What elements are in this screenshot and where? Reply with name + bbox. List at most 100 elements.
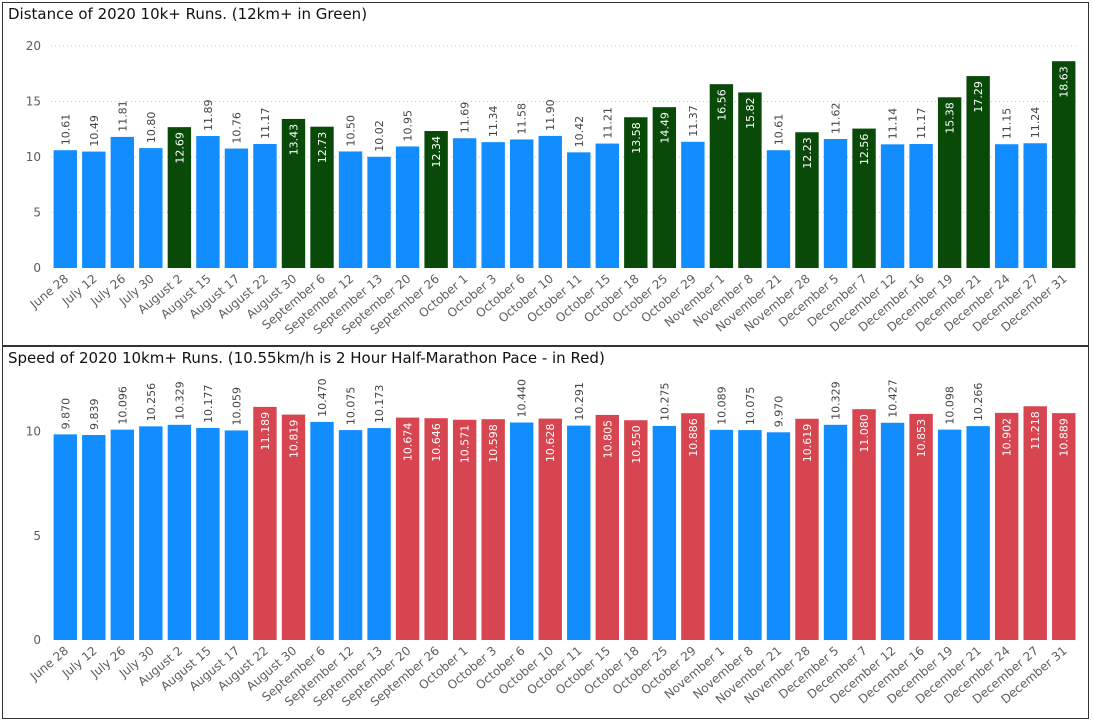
bar[interactable]	[652, 107, 677, 268]
speed-chart-panel: Speed of 2020 10km+ Runs. (10.55km/h is …	[2, 346, 1089, 719]
bar[interactable]	[595, 143, 619, 268]
bar[interactable]	[481, 419, 505, 640]
bar[interactable]	[823, 139, 848, 268]
bar[interactable]	[738, 430, 762, 640]
data-label: 11.90	[544, 99, 557, 131]
bar[interactable]	[624, 420, 648, 640]
bar[interactable]	[310, 126, 334, 269]
data-label: 18.63	[1058, 66, 1071, 98]
data-label: 10.819	[287, 420, 300, 459]
bar[interactable]	[852, 128, 876, 268]
bar[interactable]	[595, 414, 619, 640]
data-label: 11.69	[459, 102, 472, 134]
bar[interactable]	[510, 139, 534, 268]
bar[interactable]	[395, 417, 420, 640]
bar[interactable]	[994, 144, 1019, 268]
bar[interactable]	[510, 422, 534, 641]
bar[interactable]	[310, 421, 334, 640]
bar[interactable]	[766, 432, 791, 640]
bar[interactable]	[452, 138, 477, 268]
bar[interactable]	[139, 148, 163, 268]
y-tick-label: 15	[26, 95, 41, 109]
data-label: 9.870	[59, 398, 72, 430]
bar[interactable]	[966, 426, 990, 640]
bar[interactable]	[82, 435, 106, 640]
bar[interactable]	[823, 424, 848, 640]
bar[interactable]	[110, 429, 135, 640]
bar[interactable]	[224, 148, 249, 268]
bar[interactable]	[766, 150, 791, 268]
data-label: 11.189	[259, 412, 272, 451]
bar[interactable]	[424, 131, 448, 268]
y-tick-label: 10	[26, 150, 41, 164]
y-tick-label: 5	[33, 206, 41, 220]
data-label: 10.571	[459, 425, 472, 464]
bar[interactable]	[681, 141, 705, 268]
bar[interactable]	[338, 151, 363, 268]
bar[interactable]	[538, 418, 562, 640]
bar[interactable]	[253, 144, 277, 268]
bar[interactable]	[966, 76, 990, 269]
bar[interactable]	[424, 418, 448, 640]
data-label: 13.58	[630, 122, 643, 153]
data-label: 10.440	[516, 379, 529, 418]
bar[interactable]	[1052, 413, 1076, 640]
bar[interactable]	[110, 136, 135, 268]
data-label: 10.098	[944, 386, 957, 425]
bar[interactable]	[338, 430, 363, 640]
y-tick-label: 20	[26, 39, 41, 53]
data-label: 10.80	[145, 112, 158, 144]
data-label: 11.21	[601, 107, 614, 139]
bar[interactable]	[738, 92, 762, 268]
bar[interactable]	[253, 406, 277, 640]
bar[interactable]	[53, 150, 77, 268]
bar[interactable]	[53, 434, 77, 640]
bar[interactable]	[937, 97, 962, 268]
data-label: 12.56	[858, 134, 871, 166]
bar[interactable]	[1023, 406, 1047, 640]
data-label: 11.15	[1001, 108, 1014, 140]
bar[interactable]	[367, 156, 391, 268]
data-label: 10.266	[972, 383, 985, 422]
data-label: 12.23	[801, 137, 814, 169]
bar[interactable]	[481, 142, 505, 268]
bar[interactable]	[1023, 143, 1047, 268]
bar[interactable]	[281, 118, 306, 268]
bar[interactable]	[395, 146, 420, 268]
bar[interactable]	[196, 136, 220, 268]
bar[interactable]	[224, 430, 249, 640]
bar[interactable]	[367, 428, 391, 640]
bar[interactable]	[880, 144, 905, 268]
bar[interactable]	[937, 429, 962, 640]
bar[interactable]	[709, 84, 734, 269]
data-label: 10.256	[145, 383, 158, 422]
bar[interactable]	[196, 427, 220, 640]
bar[interactable]	[795, 132, 819, 268]
bar[interactable]	[880, 422, 905, 640]
bar[interactable]	[281, 414, 306, 640]
bar[interactable]	[624, 117, 648, 269]
bar[interactable]	[795, 418, 819, 640]
bar[interactable]	[567, 152, 591, 268]
data-label: 12.34	[430, 136, 443, 168]
data-label: 10.059	[230, 387, 243, 426]
data-label: 11.17	[259, 108, 272, 140]
bar[interactable]	[452, 419, 477, 640]
bar[interactable]	[852, 409, 876, 640]
bar[interactable]	[567, 425, 591, 640]
data-label: 10.49	[88, 115, 101, 147]
bar[interactable]	[994, 412, 1019, 640]
bar[interactable]	[167, 127, 192, 269]
bar[interactable]	[82, 151, 106, 268]
bar[interactable]	[538, 135, 562, 268]
bar[interactable]	[652, 425, 677, 640]
bar[interactable]	[909, 144, 933, 268]
bar[interactable]	[709, 429, 734, 640]
bar[interactable]	[1052, 61, 1076, 268]
bar[interactable]	[909, 413, 933, 640]
bar[interactable]	[681, 413, 705, 640]
data-label: 11.17	[915, 108, 928, 140]
bar[interactable]	[139, 426, 163, 640]
bar[interactable]	[167, 424, 192, 640]
data-label: 17.29	[972, 81, 985, 113]
